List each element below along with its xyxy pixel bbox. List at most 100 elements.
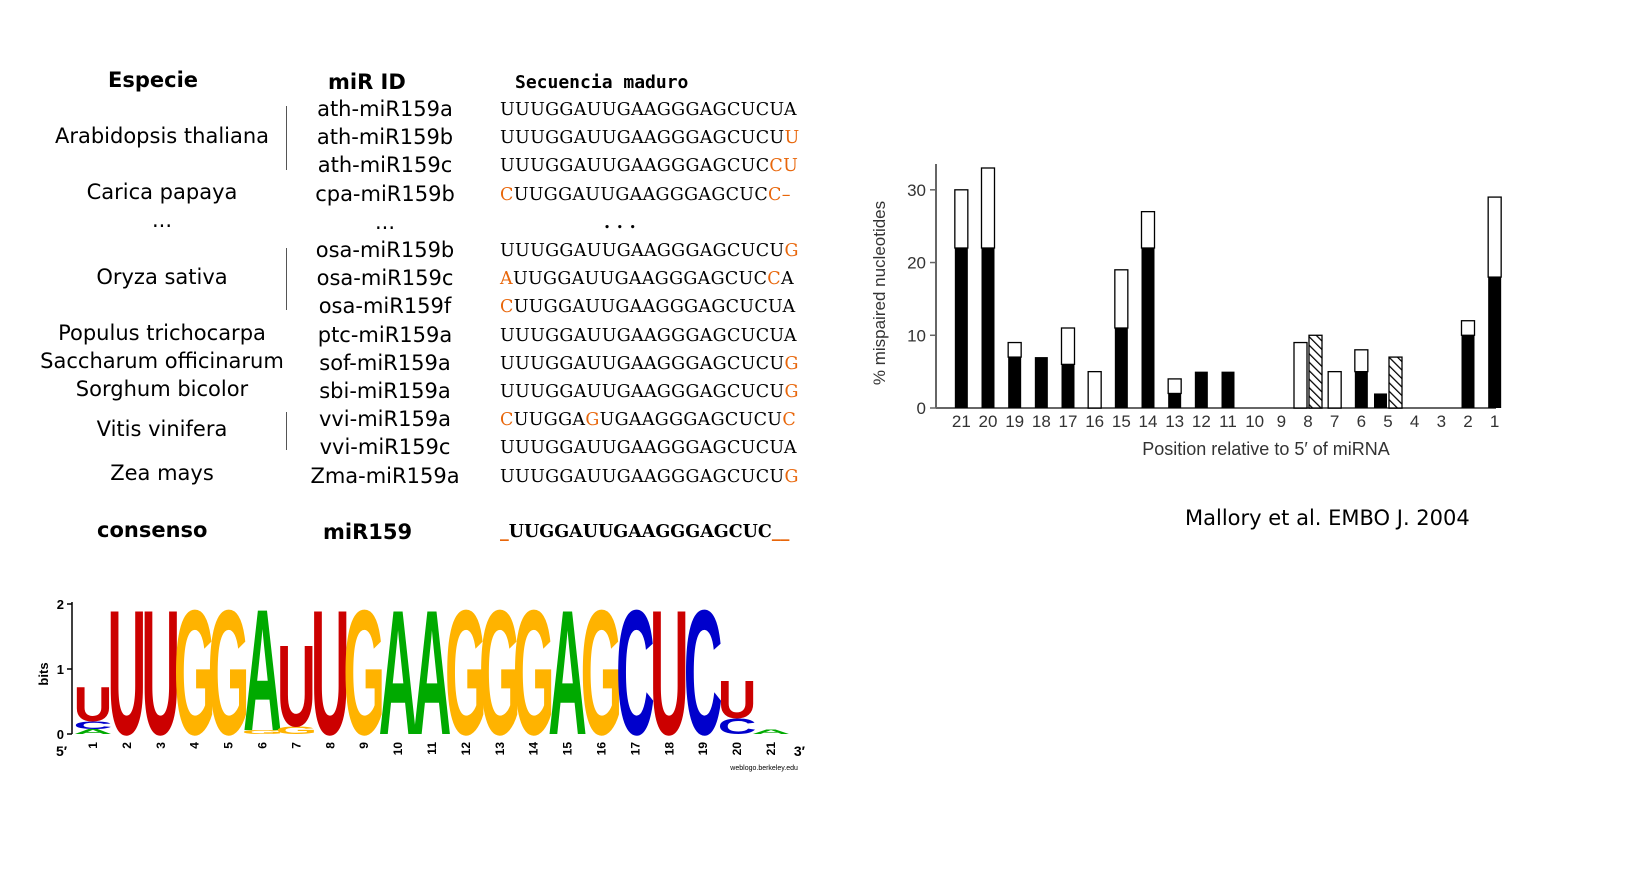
citation: Mallory et al. EMBO J. 2004 xyxy=(1185,506,1470,530)
logo-y-label: bits xyxy=(36,662,51,685)
mir-id-cell: ath-miR159a xyxy=(317,97,453,121)
sequence-cell: UUUGGAUUGAAGGGAGCUCUA xyxy=(500,438,797,458)
bar-segment-black xyxy=(1461,335,1475,408)
sequence-cell: UUUGGAUUGAAGGGAGCUCUA xyxy=(500,326,797,346)
species-label: Oryza sativa xyxy=(96,265,228,289)
bar-segment-white xyxy=(1140,210,1156,249)
sequence-cell: UUUGGAUUGAAGGGAGCUCCU xyxy=(500,156,798,176)
logo-letter: U xyxy=(277,622,316,752)
sequence-segment: UUGGAUUGAAGGGAGCUCUA xyxy=(513,297,796,318)
mir-id-cell: ath-miR159c xyxy=(317,153,453,178)
logo-letter: G xyxy=(513,580,555,772)
mir-id-cell: ptc-miR159a xyxy=(317,322,453,347)
species-label: Saccharum officinarum xyxy=(40,349,284,373)
logo-letter: U xyxy=(141,580,180,772)
sequence-segment: UUGGAUUGAAGGGAGCUC xyxy=(513,184,769,205)
logo-credit: weblogo.berkeley.edu xyxy=(729,765,798,772)
header-species: Especie xyxy=(108,68,199,92)
logo-letter: G xyxy=(445,580,487,772)
mismatch-nucleotide: U xyxy=(784,128,800,149)
logo-position-label: 8 xyxy=(323,742,337,749)
chart-x-tick-label: 7 xyxy=(1330,412,1339,431)
chart-x-tick-label: 5 xyxy=(1383,412,1392,431)
mir-id-cell: sof-miR159a xyxy=(319,350,451,375)
logo-letter: C xyxy=(718,714,757,739)
logo-letter: G xyxy=(208,580,250,772)
logo-position-label: 4 xyxy=(188,742,202,749)
bar-segment-black xyxy=(954,248,968,408)
logo-letter: G xyxy=(242,729,284,735)
sequence-segment: UUUGGAUUGAAGGGAGCUCU xyxy=(500,353,785,374)
logo-letter: C xyxy=(74,719,113,731)
species-label: Vitis vinifera xyxy=(96,417,228,441)
sequence-segment: UUUGGAUUGAAGGGAGCUCU xyxy=(500,466,785,487)
header-sequence: Secuencia maduro xyxy=(515,72,689,93)
logo-letter: U xyxy=(74,677,113,731)
chart-x-tick-label: 1 xyxy=(1490,412,1499,431)
bar-segment-black xyxy=(1008,357,1022,408)
consensus-core: UUGGAUUGAAGGGAGCUC xyxy=(508,522,772,542)
logo-letter: G xyxy=(174,580,216,772)
sequence-segment: UUUGGAUUGAAGGGAGCUCU xyxy=(500,382,785,402)
five-prime-label: 5′ xyxy=(56,743,68,759)
bar-segment-black xyxy=(1221,371,1235,408)
logo-position-label: 10 xyxy=(391,742,405,756)
bar-segment-white xyxy=(1460,320,1476,336)
header-mir-id: miR ID xyxy=(328,70,406,94)
mir-id-cell: sbi-miR159a xyxy=(319,379,451,403)
consensus-id: miR159 xyxy=(323,520,413,544)
chart-x-tick-label: 15 xyxy=(1112,412,1131,431)
bar-segment-white xyxy=(1293,341,1308,409)
logo-y-tick-label: 1 xyxy=(57,662,64,677)
bar-segment-white xyxy=(1114,269,1129,329)
logo-position-label: 15 xyxy=(561,742,575,756)
chart-x-label: Position relative to 5′ of miRNA xyxy=(1142,439,1389,459)
bar-segment-black xyxy=(1061,364,1075,408)
bar-segment-white xyxy=(954,189,969,249)
sequence-cell: CUUGGAUUGAAGGGAGCUCUA xyxy=(500,297,795,317)
logo-y-tick-label: 0 xyxy=(57,727,64,742)
bar-segment-white xyxy=(1354,349,1369,373)
species-label: Carica papaya xyxy=(86,180,238,204)
consensus-suffix: __ xyxy=(771,522,790,542)
sequence-cell: CUUGGAUUGAAGGGAGCUCC– xyxy=(500,185,791,205)
chart-x-tick-label: 19 xyxy=(1005,412,1024,431)
group-bracket xyxy=(286,248,287,310)
logo-letter: A xyxy=(413,580,452,772)
bar-segment-black xyxy=(1141,248,1155,408)
sequence-cell: . . . xyxy=(604,213,636,233)
mir-id-cell: osa-miR159c xyxy=(316,266,454,291)
logo-letter: A xyxy=(752,728,791,735)
chart-x-tick-label: 18 xyxy=(1032,412,1051,431)
chart-y-label: % mispaired nucleotides xyxy=(870,201,889,385)
chart-x-tick-label: 14 xyxy=(1139,412,1158,431)
logo-letter: C xyxy=(684,580,723,772)
logo-position-label: 16 xyxy=(594,742,608,756)
bar-segment-black xyxy=(1354,371,1368,408)
mir-id-cell: cpa-miR159b xyxy=(315,181,455,206)
consensus-label: consenso xyxy=(97,518,208,542)
sequence-cell: UUUGGAUUGAAGGGAGCUCUA xyxy=(500,100,797,120)
mismatch-nucleotide: C xyxy=(500,297,514,318)
logo-letter: G xyxy=(581,580,623,772)
logo-position-label: 21 xyxy=(764,742,778,756)
logo-letter: U xyxy=(108,580,147,772)
logo-letter: G xyxy=(276,725,318,737)
chart-x-tick-label: 21 xyxy=(952,412,971,431)
logo-letter: U xyxy=(650,580,689,772)
bar-segment-black xyxy=(1114,328,1128,408)
chart-x-tick-label: 16 xyxy=(1085,412,1104,431)
bar-segment-white xyxy=(1007,341,1022,358)
chart-x-tick-label: 2 xyxy=(1463,412,1472,431)
mir-id-cell: ath-miR159b xyxy=(316,125,454,150)
mismatch-nucleotide: G xyxy=(585,410,600,431)
logo-position-label: 5 xyxy=(222,742,236,749)
sequence-cell: UUUGGAUUGAAGGGAGCUCUG xyxy=(500,467,799,487)
logo-position-label: 3 xyxy=(154,742,168,749)
sequence-segment: UUUGGAUUGAAGGGAGCUCU xyxy=(500,128,785,149)
logo-letter: U xyxy=(311,580,350,772)
chart-y-tick-label: 30 xyxy=(907,181,926,200)
logo-position-label: 17 xyxy=(628,742,642,756)
